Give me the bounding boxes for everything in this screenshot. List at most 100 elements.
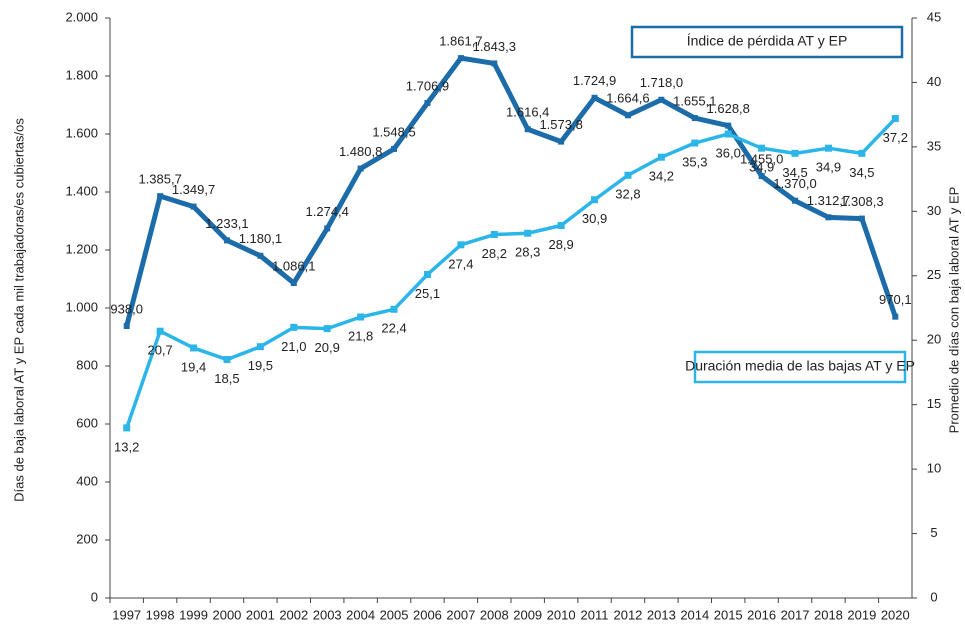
- point-marker: [123, 322, 130, 329]
- value-label: 25,1: [415, 286, 440, 301]
- y-tick-label: 1.800: [65, 67, 98, 82]
- value-label: 1.724,9: [573, 73, 616, 88]
- x-tick-label: 2000: [212, 607, 241, 622]
- point-marker: [190, 344, 198, 352]
- y2-tick-label: 20: [927, 332, 941, 347]
- point-marker: [257, 252, 264, 259]
- value-label: 1.718,0: [640, 75, 683, 90]
- point-marker: [491, 60, 498, 67]
- y-tick-label: 800: [76, 357, 98, 372]
- y-tick-label: 1.400: [65, 183, 98, 198]
- value-label: 22,4: [381, 321, 406, 336]
- point-marker: [591, 196, 599, 204]
- y-tick-label: 1.000: [65, 299, 98, 314]
- point-marker: [824, 144, 832, 152]
- value-label: 19,5: [248, 358, 273, 373]
- y2-tick-label: 5: [930, 525, 937, 540]
- point-marker: [724, 130, 732, 138]
- value-label: 1.385,7: [138, 172, 181, 187]
- value-label: 1.843,3: [473, 39, 516, 54]
- point-marker: [490, 231, 498, 239]
- point-marker: [791, 149, 799, 157]
- point-marker: [457, 241, 465, 249]
- value-label: 20,9: [315, 340, 340, 355]
- y2-tick-label: 35: [927, 138, 941, 153]
- x-tick-label: 2020: [881, 607, 910, 622]
- legend-label: Índice de pérdida AT y EP: [687, 33, 848, 49]
- point-marker: [892, 313, 899, 320]
- value-label: 27,4: [448, 256, 473, 271]
- value-label: 1.312,7: [807, 193, 850, 208]
- y-tick-label: 200: [76, 531, 98, 546]
- value-label: 1.180,1: [239, 231, 282, 246]
- x-tick-label: 2002: [279, 607, 308, 622]
- value-label: 34,2: [649, 169, 674, 184]
- point-marker: [290, 280, 297, 287]
- point-marker: [691, 115, 698, 122]
- value-label: 37,2: [883, 130, 908, 145]
- x-tick-label: 2004: [346, 607, 375, 622]
- value-label: 19,4: [181, 359, 206, 374]
- point-marker: [323, 325, 331, 333]
- value-label: 1.455,0: [740, 151, 783, 166]
- x-tick-label: 2014: [680, 607, 709, 622]
- value-label: 1.861,7: [439, 34, 482, 49]
- y2-tick-label: 0: [930, 589, 937, 604]
- point-marker: [256, 343, 264, 351]
- y-tick-label: 1.200: [65, 241, 98, 256]
- x-tick-label: 2005: [380, 607, 409, 622]
- value-label: 30,9: [582, 211, 607, 226]
- value-label: 1.655,1: [673, 93, 716, 108]
- y2-axis-label: Promedio de días con baja laboral AT y E…: [946, 187, 961, 434]
- value-label: 34,9: [816, 160, 841, 175]
- legend-box: [693, 350, 907, 384]
- point-marker: [557, 222, 565, 230]
- value-label: 34,5: [849, 165, 874, 180]
- value-label: 1.274,4: [306, 204, 349, 219]
- point-marker: [391, 145, 398, 152]
- point-marker: [157, 193, 164, 200]
- point-marker: [891, 115, 899, 123]
- point-marker: [624, 171, 632, 179]
- point-marker: [357, 165, 364, 172]
- y-tick-label: 0: [91, 589, 98, 604]
- point-marker: [223, 356, 231, 364]
- x-tick-label: 1997: [112, 607, 141, 622]
- x-tick-label: 2009: [513, 607, 542, 622]
- point-marker: [858, 149, 866, 157]
- point-marker: [457, 55, 464, 62]
- x-tick-label: 2015: [714, 607, 743, 622]
- point-marker: [591, 94, 598, 101]
- y-tick-label: 2.000: [65, 9, 98, 24]
- x-tick-label: 2013: [647, 607, 676, 622]
- value-label: 938,0: [110, 301, 143, 316]
- value-label: 1.548,5: [372, 124, 415, 139]
- value-label: 1.706,9: [406, 78, 449, 93]
- y2-tick-label: 10: [927, 461, 941, 476]
- point-marker: [657, 153, 665, 161]
- x-tick-label: 1999: [179, 607, 208, 622]
- point-marker: [357, 313, 365, 321]
- series-line: [124, 55, 898, 327]
- x-tick-label: 1998: [146, 607, 175, 622]
- point-marker: [190, 203, 197, 210]
- point-marker: [691, 139, 699, 147]
- value-label: 28,3: [515, 245, 540, 260]
- value-label: 21,8: [348, 328, 373, 343]
- value-label: 1.308,3: [840, 194, 883, 209]
- point-marker: [658, 96, 665, 103]
- x-tick-label: 2003: [313, 607, 342, 622]
- value-label: 1.370,0: [773, 176, 816, 191]
- value-label: 35,3: [682, 154, 707, 169]
- x-tick-label: 2007: [446, 607, 475, 622]
- point-marker: [424, 99, 431, 106]
- x-tick-label: 2011: [581, 607, 609, 622]
- y-tick-label: 1.600: [65, 125, 98, 140]
- value-label: 36,0: [716, 145, 741, 160]
- y2-tick-label: 25: [927, 267, 941, 282]
- point-marker: [792, 197, 799, 204]
- x-tick-label: 2010: [547, 607, 576, 622]
- x-tick-label: 2012: [613, 607, 642, 622]
- legend-box: [630, 25, 904, 59]
